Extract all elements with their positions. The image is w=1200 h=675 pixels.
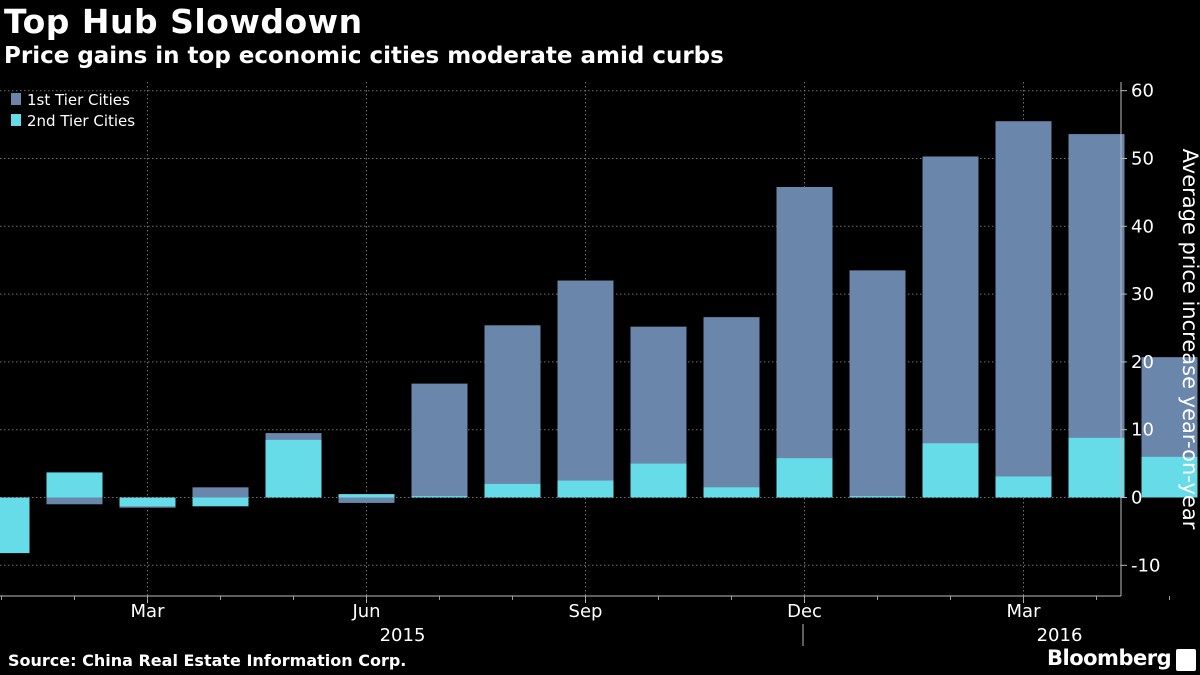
- bar-tier2: [849, 496, 906, 498]
- bar-tier2: [776, 458, 833, 498]
- bar-tier1: [1068, 134, 1125, 498]
- chart-title: Top Hub Slowdown: [4, 2, 363, 41]
- bar-tier1: [849, 270, 906, 498]
- x-tick-label: Sep: [569, 601, 603, 622]
- bloomberg-logo: Bloomberg: [1047, 646, 1172, 670]
- bar-tier1: [922, 156, 979, 498]
- bar-tier1: [192, 487, 249, 498]
- bar-tier1: [557, 280, 614, 498]
- bar-tier2: [119, 497, 176, 507]
- bar-tier2: [192, 497, 249, 507]
- bar-tier2: [703, 487, 760, 498]
- year-label: 2016: [1037, 625, 1083, 646]
- y-tick-label: 20: [1131, 352, 1154, 373]
- axes: -10 0 10 20 30 40 50 60 Mar Jun Sep Dec Mar 2015 2016 A…: [0, 81, 1200, 646]
- bar-tier2: [922, 443, 979, 498]
- legend: 1st Tier Cities 2nd Tier Cities: [11, 91, 135, 130]
- bar-tier1: [776, 186, 833, 498]
- y-tick-label: 30: [1131, 284, 1154, 305]
- bar-tier2: [46, 472, 103, 498]
- legend-swatch: [11, 93, 21, 105]
- y-tick-label: 40: [1131, 216, 1154, 237]
- bar-tier2: [557, 480, 614, 498]
- bar-tier2: [265, 439, 322, 498]
- y-tick-label: 50: [1131, 149, 1154, 170]
- y-tick-label: 10: [1131, 420, 1154, 441]
- y-tick-label: 60: [1131, 81, 1154, 102]
- bar-tier1: [46, 497, 103, 505]
- x-tick-label: Mar: [1007, 601, 1042, 622]
- bar-tier2: [338, 494, 395, 498]
- bloomberg-badge-icon: [1176, 649, 1196, 671]
- bar-tier2: [484, 483, 541, 498]
- bar-tier2: [630, 463, 687, 498]
- bar-tier2: [1141, 456, 1198, 498]
- y-axis-label: Average price increase year-on-year: [1178, 149, 1200, 530]
- year-label: 2015: [380, 625, 426, 646]
- bar-tier2: [0, 497, 30, 554]
- source-note: Source: China Real Estate Information Co…: [8, 651, 407, 670]
- x-tick-label: Jun: [351, 601, 380, 622]
- bars: [0, 121, 1198, 554]
- legend-label: 2nd Tier Cities: [27, 112, 135, 130]
- bar-tier2: [411, 496, 468, 498]
- bar-tier1: [995, 121, 1052, 498]
- bar-tier2: [995, 476, 1052, 498]
- chart-subtitle: Price gains in top economic cities moder…: [4, 43, 724, 69]
- bar-tier1: [338, 497, 395, 503]
- bar-tier1: [703, 317, 760, 498]
- legend-label: 1st Tier Cities: [27, 91, 130, 109]
- legend-swatch: [11, 114, 21, 126]
- x-tick-label: Dec: [787, 601, 822, 622]
- bar-tier1: [484, 325, 541, 498]
- y-tick-label: -10: [1131, 555, 1160, 576]
- bar-tier2: [1068, 437, 1125, 498]
- bar-tier1: [411, 383, 468, 498]
- x-tick-label: Mar: [131, 601, 166, 622]
- y-tick-label: 0: [1131, 488, 1142, 509]
